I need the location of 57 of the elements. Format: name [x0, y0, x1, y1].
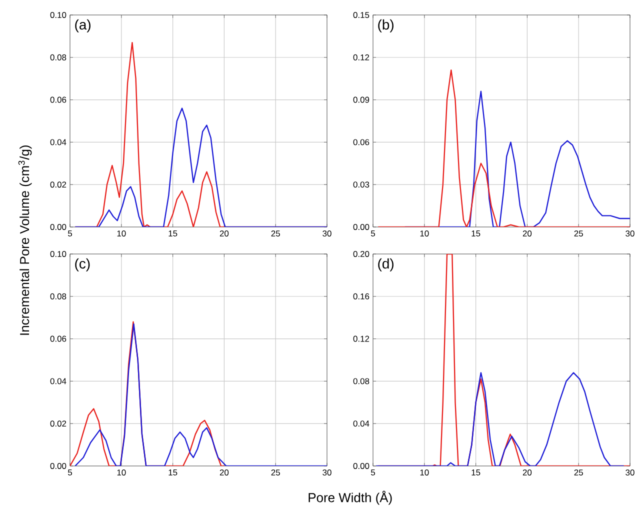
y-tick-label: 0.08: [50, 293, 66, 300]
x-tick-label: 20: [522, 230, 532, 236]
chart-title: (b): [378, 19, 394, 32]
y-tick-label: 0.00: [353, 224, 370, 230]
x-tick-label: 15: [472, 470, 480, 476]
x-tick-label: 5: [371, 230, 376, 236]
x-tick-label: 15: [168, 470, 178, 476]
y-tick-label: 0.08: [50, 54, 66, 60]
x-tick-label: 30: [322, 470, 332, 476]
x-tick-label: 30: [626, 470, 634, 476]
x-axis-title: Pore Width (Å): [308, 490, 392, 505]
y-tick-label: 0.08: [353, 378, 370, 384]
x-tick-label: 30: [322, 230, 332, 236]
y-tick-label: 0.12: [353, 336, 370, 342]
y-tick-label: 0.10: [50, 250, 66, 257]
y-tick-label: 0.00: [50, 462, 66, 469]
x-tick-label: 5: [68, 230, 72, 236]
y-tick-label: 0.02: [50, 420, 66, 427]
y-tick-label: 0.06: [50, 96, 66, 103]
x-tick-label: 25: [574, 470, 583, 476]
line-series: [378, 70, 630, 227]
x-tick-label: 5: [68, 470, 72, 476]
x-tick-label: 10: [117, 230, 126, 236]
y-axis-title: Incremental Pore Volume (cm$^{3}$/g): [18, 146, 32, 335]
y-tick-label: 0.06: [50, 336, 66, 342]
x-tick-label: 25: [574, 230, 583, 236]
x-tick-label: 25: [271, 230, 280, 236]
x-tick-label: 10: [420, 230, 429, 236]
y-tick-label: 0.04: [353, 420, 370, 427]
y-tick-label: 0.00: [353, 462, 370, 469]
x-tick-label: 20: [220, 230, 229, 236]
x-tick-label: 5: [371, 470, 376, 476]
chart-title: (d): [378, 258, 394, 272]
y-tick-label: 0.03: [353, 182, 370, 188]
x-tick-label: 20: [522, 470, 532, 476]
x-tick-label: 10: [420, 470, 429, 476]
y-tick-label: 0.15: [353, 12, 370, 18]
y-tick-label: 0.09: [353, 96, 370, 103]
y-tick-label: 0.12: [353, 54, 370, 60]
chart-title: (a): [75, 19, 90, 32]
x-tick-label: 10: [117, 470, 126, 476]
y-tick-label: 0.10: [50, 12, 66, 18]
y-tick-label: 0.16: [353, 293, 370, 300]
x-tick-label: 30: [626, 230, 634, 236]
y-tick-label: 0.04: [50, 139, 66, 146]
y-tick-label: 0.06: [353, 139, 370, 146]
line-series: [74, 108, 328, 227]
line-series: [74, 323, 328, 466]
x-tick-label: 20: [220, 470, 229, 476]
x-tick-label: 25: [271, 470, 280, 476]
x-tick-label: 15: [472, 230, 480, 236]
y-tick-label: 0.04: [50, 378, 66, 384]
chart-title: (c): [75, 258, 90, 272]
y-tick-label: 0.02: [50, 182, 66, 188]
y-tick-label: 0.00: [50, 224, 66, 230]
x-tick-label: 15: [168, 230, 178, 236]
y-tick-label: 0.20: [353, 250, 370, 257]
